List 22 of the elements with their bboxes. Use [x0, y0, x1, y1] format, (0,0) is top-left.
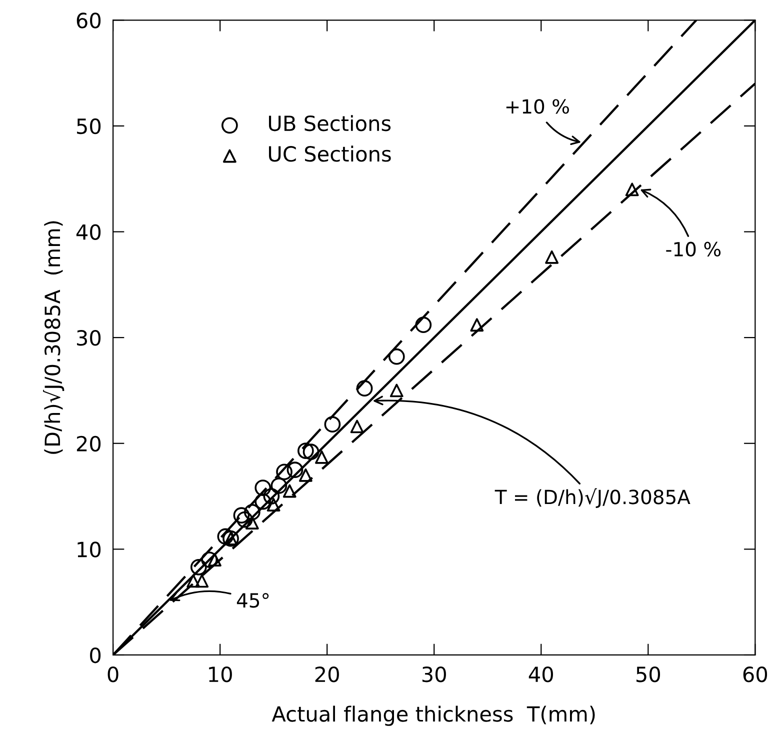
- y-tick-label: 20: [76, 436, 101, 452]
- annotation: -10 %: [666, 242, 721, 257]
- annotation: 45°: [236, 593, 269, 608]
- x-tick-label: 10: [209, 666, 232, 682]
- legend-label: UB Sections: [268, 115, 391, 132]
- y-tick-label: 60: [76, 12, 101, 28]
- y-tick-label: 50: [77, 118, 101, 134]
- x-axis-title: Actual flange thickness T(mm): [272, 706, 595, 726]
- x-tick-label: 40: [528, 666, 553, 682]
- legend-label: UC Sections: [268, 146, 391, 162]
- x-tick-label: 30: [422, 666, 446, 682]
- y-tick-label: 30: [77, 330, 101, 346]
- x-tick-label: 50: [636, 666, 660, 682]
- y-tick-label: 0: [90, 647, 101, 664]
- x-tick-label: 60: [743, 666, 768, 682]
- annotation: +10 %: [506, 99, 569, 114]
- annotation: T = (D/h)√J/0.3085A: [494, 488, 690, 508]
- y-axis-title: (D/h)√J/0.3085A (mm): [43, 221, 64, 454]
- x-tick-label: 20: [315, 666, 339, 682]
- y-tick-label: 40: [76, 224, 101, 240]
- y-tick-label: 10: [78, 542, 101, 558]
- x-tick-label: 0: [108, 666, 118, 682]
